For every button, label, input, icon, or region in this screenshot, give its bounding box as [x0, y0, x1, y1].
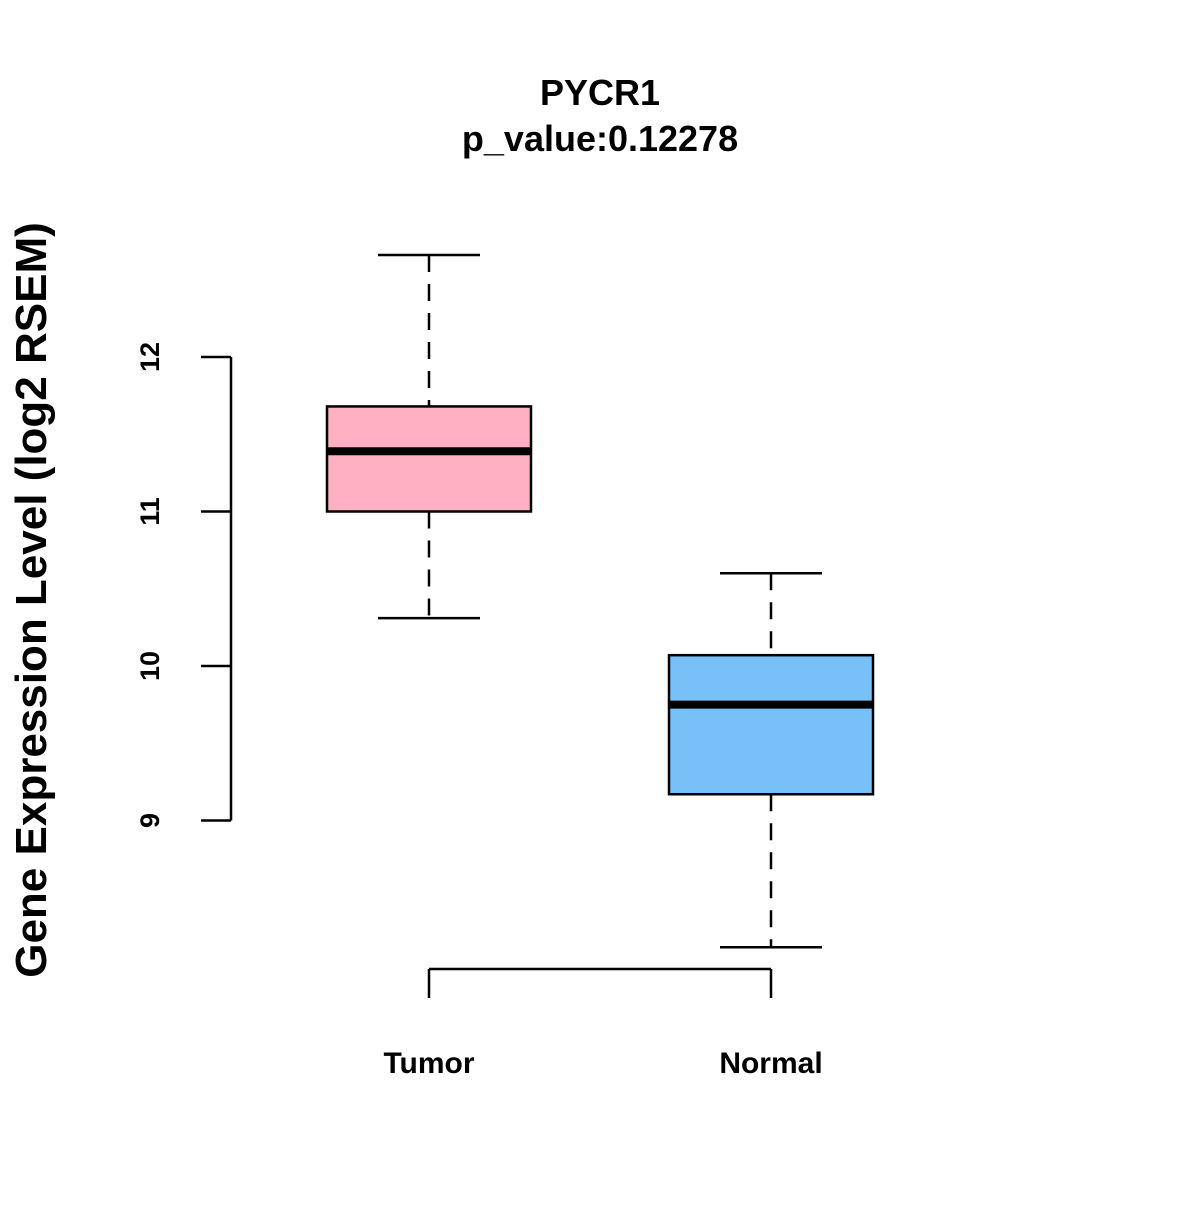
iqr-box — [325, 405, 533, 513]
y-axis-label: Gene Expression Level (log2 RSEM) — [7, 222, 56, 978]
x-tick-label-normal: Normal — [719, 1047, 822, 1080]
y-tick-label: 10 — [135, 651, 165, 681]
chart-subtitle: p_value:0.12278 — [462, 118, 738, 159]
x-axis: Tumor Normal — [383, 967, 823, 1080]
box-normal — [667, 572, 875, 949]
x-tick-label-tumor: Tumor — [383, 1047, 474, 1080]
chart-title: PYCR1 — [540, 72, 660, 113]
y-axis: 9 10 11 12 — [135, 342, 233, 828]
y-tick-label: 12 — [135, 342, 165, 372]
boxes — [325, 253, 875, 949]
y-tick-label: 11 — [135, 497, 165, 526]
box-tumor — [325, 253, 533, 620]
iqr-box — [667, 653, 875, 796]
y-tick-label: 9 — [135, 813, 165, 828]
